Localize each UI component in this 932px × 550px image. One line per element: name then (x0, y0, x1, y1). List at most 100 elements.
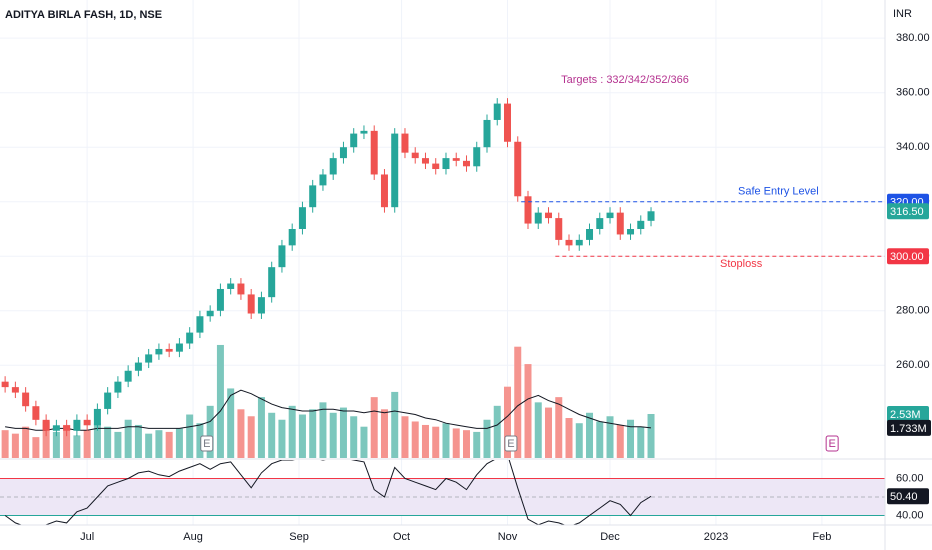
candle-body (524, 196, 532, 224)
volume-bar (616, 424, 624, 458)
volume-bar (545, 407, 553, 458)
candle-body (278, 245, 286, 268)
volume-bar (534, 402, 542, 458)
volume-bar (196, 423, 204, 458)
volume-bar (206, 405, 214, 458)
candle-body (93, 408, 101, 426)
volume-bar (432, 426, 440, 458)
volume-bar (288, 405, 296, 458)
value-tag (887, 203, 929, 220)
volume-bar (411, 421, 419, 458)
volume-bar (401, 416, 409, 458)
x-tick-label: Oct (393, 531, 410, 543)
candle-body (432, 163, 440, 170)
candle-body (309, 185, 317, 208)
y-tick-label: 380.00 (896, 32, 930, 44)
volume-bar (380, 409, 388, 458)
candle-body (545, 212, 553, 219)
candle-body (247, 294, 255, 314)
candle-body (391, 133, 399, 208)
candle-body (104, 392, 112, 409)
volume-bar (155, 430, 163, 458)
volume-bar (257, 397, 265, 458)
value-tag-label: 316.50 (890, 206, 924, 218)
candle-body (73, 419, 81, 431)
candle-body (627, 229, 635, 235)
candle-body (350, 133, 358, 148)
volume-bar (524, 364, 532, 458)
candle-body (616, 212, 624, 235)
volume-bar (555, 397, 563, 458)
volume-bar (32, 437, 40, 458)
x-tick-label: Aug (183, 531, 203, 543)
candle-body (216, 288, 224, 311)
x-tick-label: 2023 (704, 531, 728, 543)
volume-bar (350, 416, 358, 458)
volume-bar (627, 419, 635, 458)
candle-body (114, 381, 122, 393)
candle-body (370, 130, 378, 175)
rsi-tick-label: 60.00 (896, 472, 924, 484)
candle-body (83, 419, 91, 426)
value-tag-label: 2.53M (890, 409, 921, 421)
candle-body (52, 425, 60, 431)
candle-body (134, 362, 142, 371)
candle-body (534, 212, 542, 224)
candle-body (268, 267, 276, 298)
value-tag-label: 300.00 (890, 251, 924, 263)
volume-bar (186, 414, 194, 458)
volume-bar (339, 407, 347, 458)
candle-body (22, 392, 30, 407)
volume-bar (145, 433, 153, 458)
candle-body (401, 133, 409, 153)
value-tag (887, 488, 929, 505)
volume-bar (93, 423, 101, 458)
volume-bar (298, 414, 306, 458)
volume-bar (575, 423, 583, 458)
candle-body (647, 211, 655, 221)
volume-bar (247, 416, 255, 458)
candle-body (145, 354, 153, 363)
volume-bar (391, 391, 399, 458)
candle-body (63, 425, 71, 431)
candle-body (155, 348, 163, 355)
candle-body (360, 130, 368, 134)
candle-body (586, 229, 594, 240)
volume-bar (483, 419, 491, 458)
volume-bar (227, 388, 235, 458)
candle-body (503, 103, 511, 142)
axis-label: INR (893, 8, 912, 20)
candle-body (298, 207, 306, 229)
candle-body (42, 419, 50, 431)
volume-bar (493, 405, 501, 458)
candle-body (596, 218, 604, 229)
candle-body (175, 343, 183, 352)
x-tick-label: Feb (812, 531, 831, 543)
value-tag-label: 1.733M (890, 423, 927, 435)
earnings-label: E (828, 438, 835, 450)
candle-body (319, 174, 327, 186)
candle-body (206, 310, 214, 317)
candle-body (411, 152, 419, 159)
volume-bar (114, 431, 122, 458)
level-text: Safe Entry Level (738, 186, 819, 198)
earnings-marker (200, 435, 214, 452)
candle-body (1, 381, 9, 388)
candle-body (606, 212, 614, 219)
candle-body (493, 103, 501, 120)
candle-body (257, 297, 265, 314)
volume-bar (596, 421, 604, 458)
value-tag (887, 248, 929, 265)
earnings-label: E (507, 438, 514, 450)
candle-body (452, 158, 460, 161)
volume-bar (104, 426, 112, 458)
candle-body (555, 218, 563, 240)
chart-title: ADITYA BIRLA FASH, 1D, NSE (5, 9, 162, 21)
candle-body (339, 147, 347, 159)
earnings-marker (504, 435, 518, 452)
volume-bar (11, 433, 19, 458)
volume-bar (83, 430, 91, 458)
volume-bar (647, 414, 655, 458)
